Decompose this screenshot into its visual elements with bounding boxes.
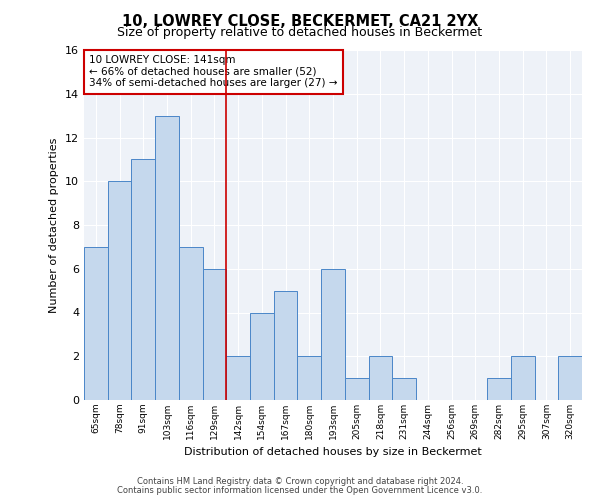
Bar (155, 116, 179, 400)
Bar (250, 312, 274, 400)
Bar (487, 378, 511, 400)
Bar (511, 356, 535, 400)
Bar (179, 247, 203, 400)
Bar (392, 378, 416, 400)
Bar (321, 269, 345, 400)
Bar (203, 269, 226, 400)
Bar (131, 160, 155, 400)
Bar (226, 356, 250, 400)
Y-axis label: Number of detached properties: Number of detached properties (49, 138, 59, 312)
Bar (558, 356, 582, 400)
Bar (274, 290, 298, 400)
Text: 10, LOWREY CLOSE, BECKERMET, CA21 2YX: 10, LOWREY CLOSE, BECKERMET, CA21 2YX (122, 14, 478, 29)
Bar (108, 181, 131, 400)
Bar (368, 356, 392, 400)
X-axis label: Distribution of detached houses by size in Beckermet: Distribution of detached houses by size … (184, 448, 482, 458)
Bar (298, 356, 321, 400)
Text: Size of property relative to detached houses in Beckermet: Size of property relative to detached ho… (118, 26, 482, 39)
Text: 10 LOWREY CLOSE: 141sqm
← 66% of detached houses are smaller (52)
34% of semi-de: 10 LOWREY CLOSE: 141sqm ← 66% of detache… (89, 56, 337, 88)
Text: Contains public sector information licensed under the Open Government Licence v3: Contains public sector information licen… (118, 486, 482, 495)
Bar (84, 247, 108, 400)
Text: Contains HM Land Registry data © Crown copyright and database right 2024.: Contains HM Land Registry data © Crown c… (137, 478, 463, 486)
Bar (345, 378, 368, 400)
